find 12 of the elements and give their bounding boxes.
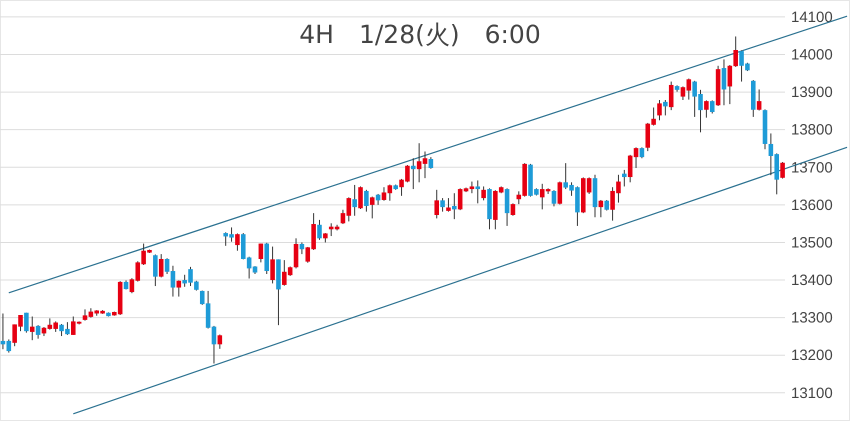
y-tick-label: 13100 (791, 384, 833, 402)
y-tick-label: 13200 (791, 347, 833, 364)
y-tick-label: 13800 (791, 122, 833, 139)
y-tick-label: 13900 (791, 84, 833, 102)
y-tick-label: 14000 (791, 46, 833, 64)
y-tick-label: 13600 (791, 196, 833, 214)
y-tick-label: 13500 (791, 234, 833, 252)
y-tick-label: 13700 (791, 159, 833, 176)
y-tick-label: 13400 (791, 272, 833, 290)
text: 4H 1/28(火) 6:00 (299, 20, 541, 49)
y-tick-label: 13300 (791, 310, 833, 327)
y-tick-label: 14100 (791, 8, 833, 26)
